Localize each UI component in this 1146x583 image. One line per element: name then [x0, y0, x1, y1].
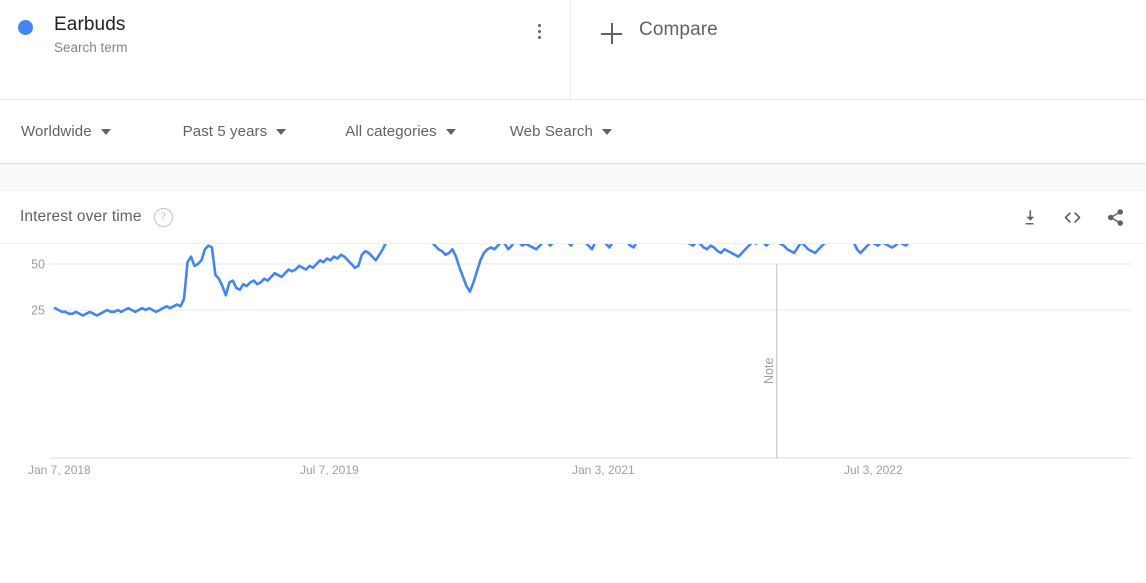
filter-bar: Worldwide Past 5 years All categories We… [0, 100, 1146, 164]
search-term-card: Earbuds Search term [0, 0, 571, 99]
add-comparison-button[interactable]: Compare [571, 0, 1146, 99]
y-axis-tick-label: 25 [31, 304, 45, 318]
dot [537, 35, 541, 39]
help-circle-icon[interactable]: ? [153, 207, 173, 227]
section-separator [0, 164, 1146, 191]
filter-search-type-label: Web Search [509, 123, 593, 140]
card-title: Interest over time [20, 208, 142, 225]
card-header: Interest over time ? [0, 191, 1146, 244]
filter-category[interactable]: All categories [345, 123, 456, 140]
x-axis-tick-label: Jan 7, 2018 [28, 463, 91, 477]
card-actions [1018, 206, 1126, 228]
share-icon[interactable] [1104, 206, 1126, 228]
dot [537, 23, 541, 27]
download-icon[interactable] [1018, 206, 1040, 228]
dot [537, 29, 541, 33]
search-term-name: Earbuds [54, 14, 126, 35]
series-line-earbuds[interactable] [53, 244, 1122, 317]
filter-time-range-label: Past 5 years [182, 123, 268, 140]
search-term-header: Earbuds Search term Compare [0, 0, 1146, 100]
annotation-label: Note [762, 358, 776, 384]
x-axis-tick-label: Jul 7, 2019 [300, 463, 359, 477]
search-term-text: Earbuds Search term [54, 13, 128, 57]
embed-code-icon[interactable] [1061, 206, 1083, 228]
series-color-dot [18, 20, 33, 35]
chevron-down-icon [100, 128, 111, 135]
more-vertical-icon[interactable] [528, 20, 550, 42]
filter-time-range[interactable]: Past 5 years [183, 123, 287, 140]
filter-location-label: Worldwide [21, 123, 92, 140]
x-axis-tick-label: Jul 3, 2022 [844, 463, 903, 477]
filter-search-type[interactable]: Web Search [510, 123, 612, 140]
chevron-down-icon [276, 128, 287, 135]
plus-icon [601, 23, 623, 45]
y-axis-tick-label: 50 [31, 258, 45, 272]
compare-label: Compare [639, 19, 718, 40]
chevron-down-icon [445, 128, 456, 135]
interest-over-time-card: Interest over time ? [0, 191, 1146, 583]
filter-category-label: All categories [345, 123, 437, 140]
chevron-down-icon [601, 128, 612, 135]
x-axis-tick-label: Jan 3, 2021 [572, 463, 635, 477]
filter-location[interactable]: Worldwide [21, 123, 111, 140]
search-term-type: Search term [54, 40, 128, 55]
